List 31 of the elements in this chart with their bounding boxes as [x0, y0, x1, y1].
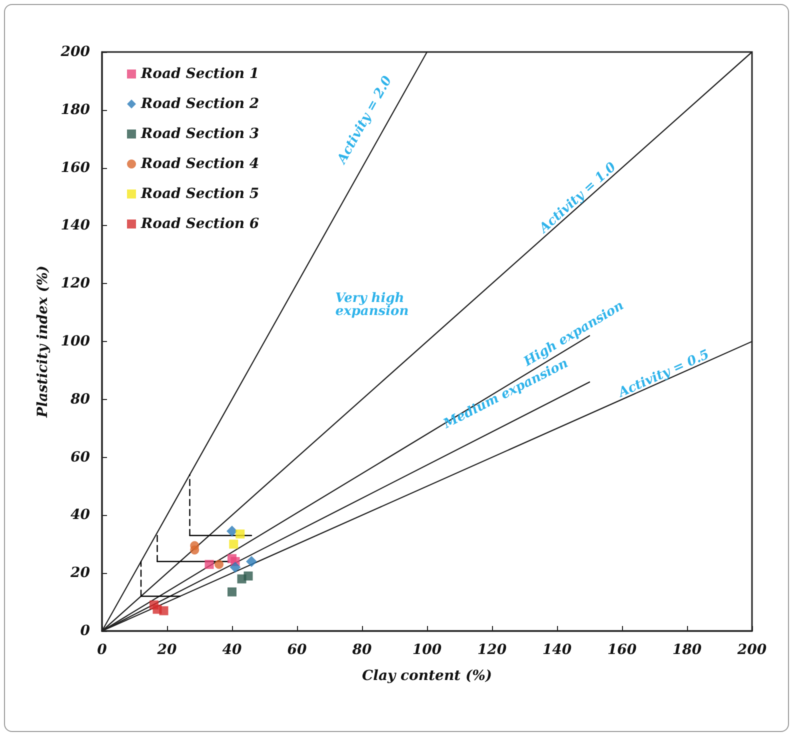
x-tick-label: 80: [351, 642, 372, 658]
x-tick-label: 60: [287, 642, 307, 658]
x-tick-label: 0: [97, 642, 108, 658]
legend-label: Road Section 2: [140, 96, 260, 112]
x-tick-label: 40: [222, 642, 242, 658]
legend-label: Road Section 6: [140, 216, 260, 232]
x-tick-label: 20: [156, 642, 177, 658]
legend-label: Road Section 5: [140, 186, 260, 202]
y-axis-title: Plasticity index (%): [34, 266, 51, 418]
y-tick-label: 180: [60, 102, 90, 118]
x-axis-title: Clay content (%): [362, 668, 492, 684]
legend-label: Road Section 4: [140, 156, 260, 172]
y-tick-label: 40: [70, 507, 90, 524]
y-tick-label: 140: [60, 218, 90, 234]
x-tick-label: 100: [412, 642, 442, 658]
y-tick-label: 160: [60, 160, 90, 176]
y-tick-label: 80: [70, 391, 90, 408]
y-tick-label: 0: [80, 623, 90, 639]
y-tick-label: 120: [60, 276, 90, 292]
legend-label: Road Section 3: [140, 126, 260, 142]
annotation: Very high expansion: [335, 291, 409, 319]
x-tick-label: 180: [672, 642, 702, 658]
x-tick-label: 140: [542, 642, 572, 658]
x-tick-label: 200: [736, 642, 767, 658]
legend-label: Road Section 1: [140, 66, 260, 82]
y-tick-label: 60: [70, 449, 90, 466]
x-tick-label: 160: [607, 642, 637, 658]
x-tick-label: 120: [477, 642, 507, 658]
y-tick-label: 100: [60, 334, 90, 350]
y-tick-label: 20: [70, 565, 90, 582]
y-tick-label: 200: [60, 44, 90, 60]
